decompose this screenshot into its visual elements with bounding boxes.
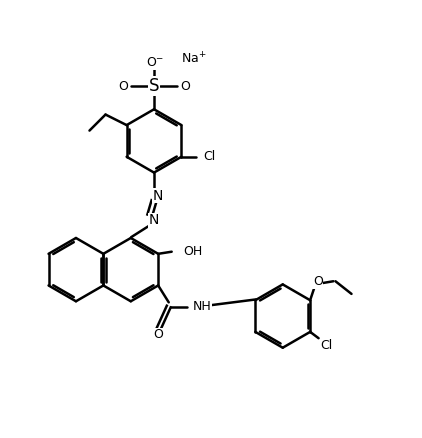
Text: N: N (153, 189, 163, 203)
Text: O$^{-}$: O$^{-}$ (146, 57, 164, 69)
Text: Cl: Cl (321, 339, 333, 352)
Text: O: O (180, 80, 190, 92)
Text: NH: NH (193, 300, 211, 313)
Text: Na$^{+}$: Na$^{+}$ (181, 51, 207, 66)
Text: OH: OH (184, 245, 203, 258)
Text: O: O (118, 80, 128, 92)
Text: O: O (313, 275, 323, 288)
Text: N: N (149, 213, 159, 227)
Text: O: O (153, 328, 163, 341)
Text: S: S (149, 77, 159, 95)
Text: Cl: Cl (203, 150, 216, 163)
